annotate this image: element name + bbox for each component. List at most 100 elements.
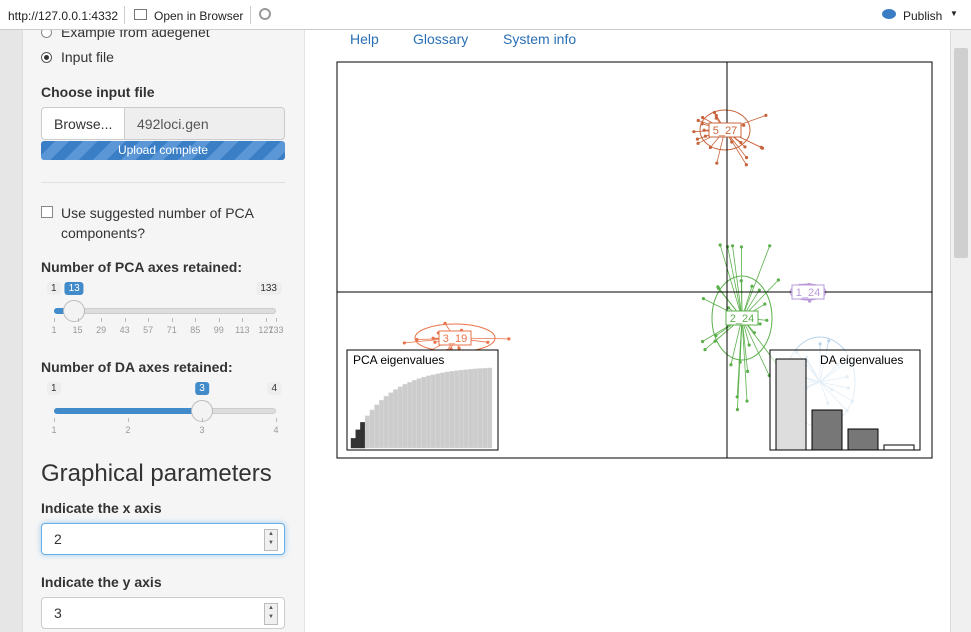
pca-eigen-bar bbox=[430, 374, 436, 449]
point bbox=[776, 278, 780, 282]
point bbox=[818, 342, 822, 346]
spoke bbox=[732, 245, 743, 319]
open-in-browser[interactable]: Open in Browser bbox=[154, 9, 244, 23]
da-eigen-bar bbox=[883, 444, 915, 451]
point bbox=[726, 245, 730, 249]
da-slider-label: Number of DA axes retained: bbox=[41, 359, 233, 375]
slider-tick-label: 133 bbox=[268, 325, 284, 335]
sidebar: Example from adegenet Input file Choose … bbox=[22, 30, 305, 632]
divider bbox=[41, 182, 285, 183]
inertia-ellipse bbox=[711, 275, 773, 361]
y-axis-label: Indicate the y axis bbox=[41, 574, 162, 590]
tab-glossary[interactable]: Glossary bbox=[413, 31, 469, 47]
radio-label: Input file bbox=[61, 49, 114, 65]
cluster-label: 2_24 bbox=[730, 313, 754, 325]
scrollbar[interactable] bbox=[950, 30, 971, 632]
point bbox=[701, 115, 705, 120]
slider-min: 1 bbox=[47, 382, 61, 395]
point bbox=[415, 338, 419, 342]
slider-tick bbox=[101, 318, 103, 322]
x-axis-value: 2 bbox=[54, 531, 62, 547]
radio-input-file[interactable] bbox=[41, 52, 52, 63]
tab-help[interactable]: Help bbox=[350, 31, 379, 47]
spoke bbox=[727, 246, 743, 319]
pca-eigen-bar bbox=[393, 389, 399, 449]
da-eigen-bar bbox=[775, 358, 807, 451]
cluster-label: 1_24 bbox=[796, 287, 820, 299]
point bbox=[696, 141, 700, 145]
point bbox=[507, 337, 511, 341]
dropdown-arrow[interactable]: ▼ bbox=[950, 9, 958, 18]
pca-eigen-bar bbox=[383, 395, 389, 449]
slider-tick-label: 113 bbox=[235, 325, 250, 335]
pca-slider[interactable]: 1 133 13 1 15 29 43 57 71 85 99 113 127 133 bbox=[23, 282, 304, 342]
slider-tick bbox=[276, 418, 277, 422]
refresh-button[interactable] bbox=[259, 8, 271, 20]
label-box bbox=[438, 330, 472, 346]
pca-eigen-bar bbox=[411, 380, 418, 449]
point bbox=[715, 161, 719, 165]
slider-tick-label: 15 bbox=[72, 325, 83, 335]
pca-eigen-bar bbox=[444, 371, 450, 449]
label-box bbox=[708, 122, 742, 138]
point bbox=[744, 156, 749, 160]
pca-eigen-bar bbox=[458, 369, 465, 449]
separator bbox=[250, 6, 251, 24]
file-label: Choose input file bbox=[41, 84, 155, 100]
point bbox=[486, 340, 490, 344]
pca-eigen-bar bbox=[350, 438, 356, 449]
pca-eigen-bar bbox=[477, 368, 483, 449]
point bbox=[765, 318, 769, 322]
point bbox=[695, 137, 700, 141]
slider-tick-label: 3 bbox=[199, 425, 205, 435]
point bbox=[739, 245, 744, 249]
browser-bar: http://127.0.0.1:4332 Open in Browser Pu… bbox=[0, 0, 971, 30]
cluster-label: 3_19 bbox=[443, 333, 467, 345]
pca-eigen-bar bbox=[416, 378, 422, 449]
pca-eigen-bar bbox=[355, 429, 361, 449]
point bbox=[457, 346, 461, 350]
da-slider[interactable]: 1 4 3 1 2 3 4 bbox=[23, 382, 304, 442]
pca-eigen-bar bbox=[426, 375, 432, 449]
scroll-thumb[interactable] bbox=[954, 48, 968, 258]
slider-tick bbox=[218, 318, 220, 322]
slider-handle[interactable] bbox=[63, 300, 86, 322]
slider-min: 1 bbox=[47, 282, 61, 295]
slider-tick bbox=[171, 318, 173, 322]
point bbox=[743, 145, 747, 149]
radio-example[interactable] bbox=[41, 30, 52, 38]
point bbox=[700, 339, 705, 344]
slider-tick bbox=[77, 318, 79, 322]
radio-dot bbox=[44, 55, 49, 60]
tab-system-info[interactable]: System info bbox=[503, 31, 577, 47]
point bbox=[763, 302, 767, 306]
slider-tick-label: 43 bbox=[119, 325, 130, 335]
publish-button[interactable]: Publish bbox=[903, 9, 943, 23]
spinner[interactable]: ▲ ▼ bbox=[264, 529, 278, 551]
browse-button[interactable]: Browse... bbox=[41, 107, 125, 140]
pca-eigen-bar bbox=[397, 386, 403, 449]
x-axis-label: Indicate the x axis bbox=[41, 500, 162, 516]
inertia-ellipse bbox=[699, 109, 751, 151]
slider-tick-label: 4 bbox=[273, 425, 279, 435]
point bbox=[703, 347, 707, 352]
slider-tick bbox=[265, 318, 267, 322]
spoke bbox=[741, 246, 743, 319]
x-axis-input[interactable]: 2 ▲ ▼ bbox=[41, 523, 285, 555]
point bbox=[701, 297, 706, 301]
slider-tick bbox=[128, 418, 129, 422]
y-axis-input[interactable]: 3 ▲ ▼ bbox=[41, 597, 285, 629]
spoke bbox=[719, 244, 743, 319]
checkbox[interactable] bbox=[41, 206, 53, 218]
url: http://127.0.0.1:4332 bbox=[8, 9, 119, 23]
slider-tick-label: 85 bbox=[190, 325, 201, 335]
da-inset-title: DA eigenvalues bbox=[820, 353, 903, 367]
slider-tick-label: 1 bbox=[51, 325, 57, 335]
pca-eigen-bar bbox=[407, 381, 413, 449]
pca-eigen-bars bbox=[350, 367, 493, 449]
label-box bbox=[725, 310, 759, 326]
point bbox=[703, 134, 707, 138]
point bbox=[702, 128, 706, 132]
spinner[interactable]: ▲ ▼ bbox=[264, 603, 278, 625]
checkbox-label: Use suggested number of PCA components? bbox=[61, 205, 254, 241]
